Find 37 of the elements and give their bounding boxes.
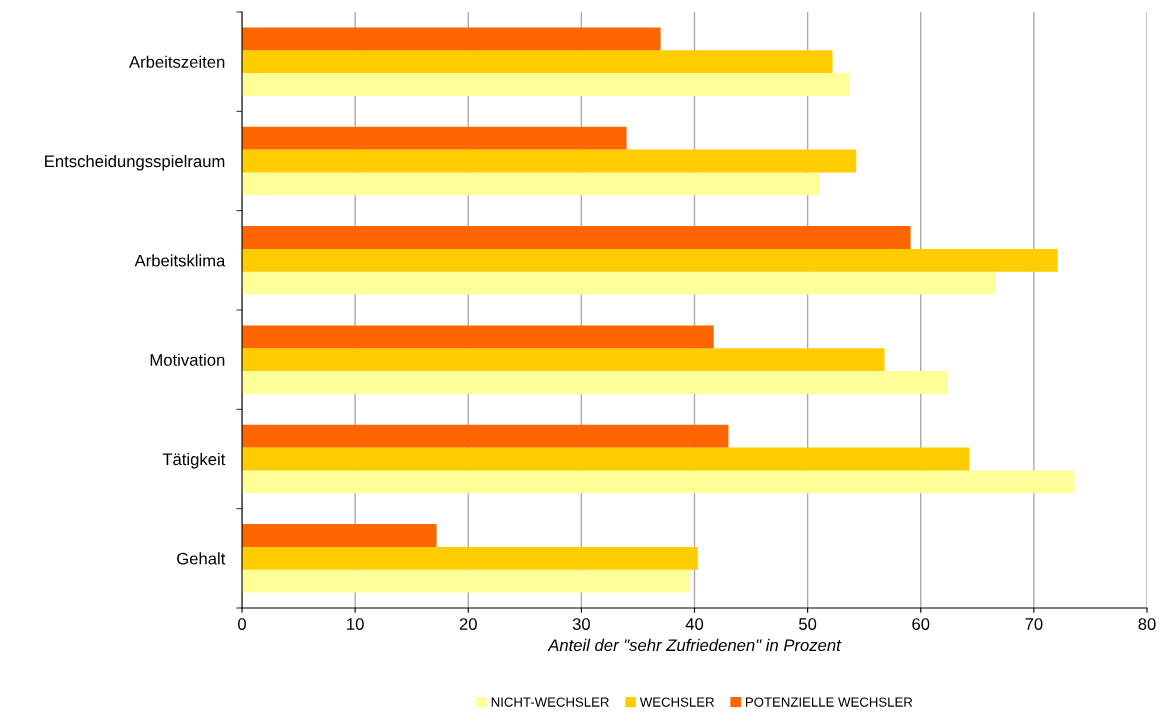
bar bbox=[242, 27, 661, 51]
x-tick-label: 30 bbox=[572, 618, 590, 630]
x-tick-label: 10 bbox=[347, 618, 364, 630]
bar bbox=[242, 524, 437, 547]
y-tick-label: Tätigkeit bbox=[162, 452, 226, 469]
bar bbox=[242, 569, 690, 593]
bar bbox=[242, 50, 833, 74]
y-tick-label: Gehalt bbox=[177, 552, 226, 565]
x-tick-label: 80 bbox=[1138, 618, 1156, 630]
bar bbox=[242, 226, 911, 249]
x-tick-label: 50 bbox=[799, 618, 817, 630]
x-tick-label: 0 bbox=[238, 618, 246, 630]
bar bbox=[242, 371, 948, 394]
bar bbox=[242, 172, 821, 196]
bar bbox=[242, 126, 627, 150]
x-axis-title: Anteil der "sehr Zufriedenen" in Prozent bbox=[547, 638, 842, 652]
legend-label: NICHT-WECHSLER bbox=[491, 697, 609, 707]
bar bbox=[242, 470, 1075, 494]
bar bbox=[242, 73, 850, 96]
x-tick-label: 40 bbox=[685, 618, 704, 630]
legend-label: WECHSLER bbox=[639, 697, 714, 707]
bar bbox=[242, 424, 729, 448]
y-tick-label: Arbeitsklima bbox=[134, 254, 226, 267]
x-tick-label: 20 bbox=[459, 618, 477, 630]
y-tick-label: Arbeitszeiten bbox=[129, 55, 225, 68]
legend-label: POTENZIELLE WECHSLER bbox=[746, 697, 913, 707]
bar bbox=[242, 149, 857, 173]
bar bbox=[242, 248, 1058, 272]
y-tick-label: Motivation bbox=[150, 353, 225, 366]
x-tick-label: 60 bbox=[912, 618, 930, 630]
bar bbox=[242, 325, 714, 349]
bar bbox=[242, 447, 970, 471]
y-tick-label: Entscheidungsspielraum bbox=[45, 154, 225, 171]
x-tick-label: 70 bbox=[1025, 618, 1043, 630]
bar bbox=[242, 271, 996, 295]
bar bbox=[242, 348, 885, 372]
bar bbox=[242, 546, 698, 570]
